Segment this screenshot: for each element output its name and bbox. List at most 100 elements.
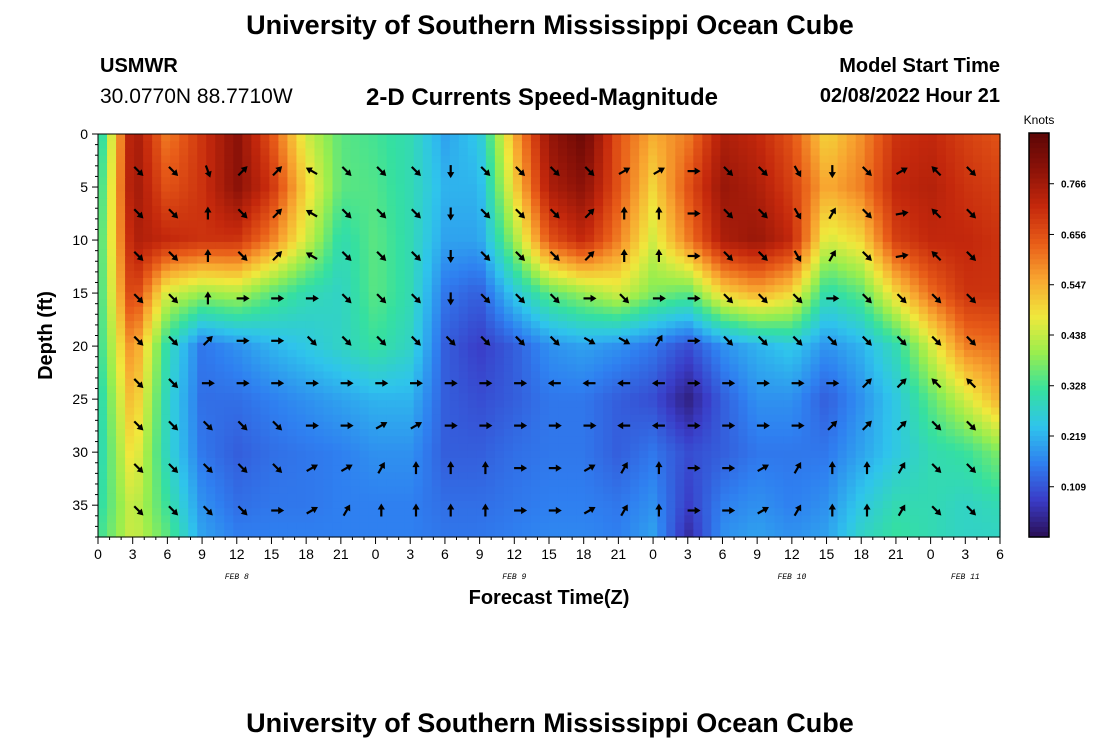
heatmap-cell [549,205,559,214]
heatmap-cell [521,256,532,265]
heatmap-cell [179,205,189,214]
heatmap-cell [864,472,875,481]
heatmap-cell [431,220,442,229]
heatmap-cell [152,270,162,279]
heatmap-cell [630,220,640,229]
heatmap-cell [918,227,929,236]
heatmap-cell [359,299,370,308]
heatmap-cell [206,400,216,409]
heatmap-cell [837,436,848,445]
heatmap-cell [792,292,803,301]
heatmap-cell [449,393,460,401]
heatmap-cell [756,364,767,373]
heatmap-cell [539,299,550,308]
heatmap-cell [395,378,406,387]
heatmap-cell [134,155,144,164]
heatmap-cell [305,241,316,250]
heatmap-cell [422,270,433,279]
heatmap-cell [251,457,261,466]
heatmap-cell [134,429,144,437]
heatmap-cell [458,155,469,164]
heatmap-cell [576,414,586,423]
heatmap-cell [341,364,352,373]
heatmap-cell [359,177,370,185]
heatmap-cell [170,141,180,149]
heatmap-cell [224,141,234,149]
heatmap-cell [332,292,343,301]
heatmap-cell [530,270,541,279]
heatmap-cell [603,313,613,322]
heatmap-cell [242,249,252,257]
heatmap-cell [576,234,586,243]
heatmap-cell [963,277,974,286]
heatmap-cell [269,349,279,358]
heatmap-cell [134,321,144,329]
heatmap-cell [639,162,649,171]
heatmap-cell [702,393,712,401]
heatmap-cell [404,321,415,329]
heatmap-cell [882,450,893,459]
heatmap-cell [161,155,171,164]
heatmap-cell [107,450,117,459]
heatmap-cell [783,486,794,495]
heatmap-cell [621,335,631,344]
heatmap-cell [738,277,749,286]
heatmap-cell [98,472,108,481]
heatmap-cell [576,169,586,178]
heatmap-cell [585,385,595,394]
heatmap-cell [224,256,234,265]
heatmap-cell [413,148,424,157]
heatmap-cell [224,234,234,243]
heatmap-cell [864,270,875,279]
heatmap-cell [242,227,252,236]
heatmap-cell [855,371,866,380]
heatmap-cell [476,306,487,315]
heatmap-cell [945,177,956,185]
heatmap-cell [521,349,532,358]
heatmap-cell [125,479,135,488]
heatmap-cell [765,270,776,279]
heatmap-cell [855,155,866,164]
heatmap-cell [431,169,442,178]
heatmap-cell [927,414,938,423]
heatmap-cell [440,249,451,257]
heatmap-cell [206,148,216,157]
heatmap-cell [224,148,234,157]
heatmap-cell [864,436,875,445]
heatmap-cell [350,357,361,365]
heatmap-cell [359,450,370,459]
heatmap-cell [693,148,703,157]
heatmap-cell [567,162,577,171]
heatmap-cell [332,285,343,293]
heatmap-cell [161,393,171,401]
heatmap-cell [116,270,126,279]
heatmap-cell [720,486,730,495]
heatmap-cell [323,393,334,401]
heatmap-cell [485,328,496,337]
heatmap-cell [350,184,361,193]
heatmap-cell [783,443,794,452]
heatmap-cell [963,148,974,157]
heatmap-cell [927,407,938,416]
heatmap-cell [494,385,505,394]
heatmap-cell [639,148,649,157]
heatmap-cell [729,169,740,178]
heatmap-cell [846,357,857,365]
heatmap-cell [981,371,992,380]
heatmap-cell [828,371,839,380]
heatmap-cell [792,177,803,185]
heatmap-cell [404,134,415,142]
heatmap-cell [918,191,929,200]
heatmap-cell [287,465,298,473]
heatmap-cell [945,256,956,265]
heatmap-cell [639,205,649,214]
heatmap-cell [152,479,162,488]
heatmap-cell [702,227,712,236]
heatmap-cell [693,342,703,351]
heatmap-cell [179,371,189,380]
heatmap-cell [801,357,812,365]
heatmap-cell [323,400,334,409]
heatmap-cell [558,191,568,200]
heatmap-cell [368,385,379,394]
heatmap-cell [476,429,487,437]
